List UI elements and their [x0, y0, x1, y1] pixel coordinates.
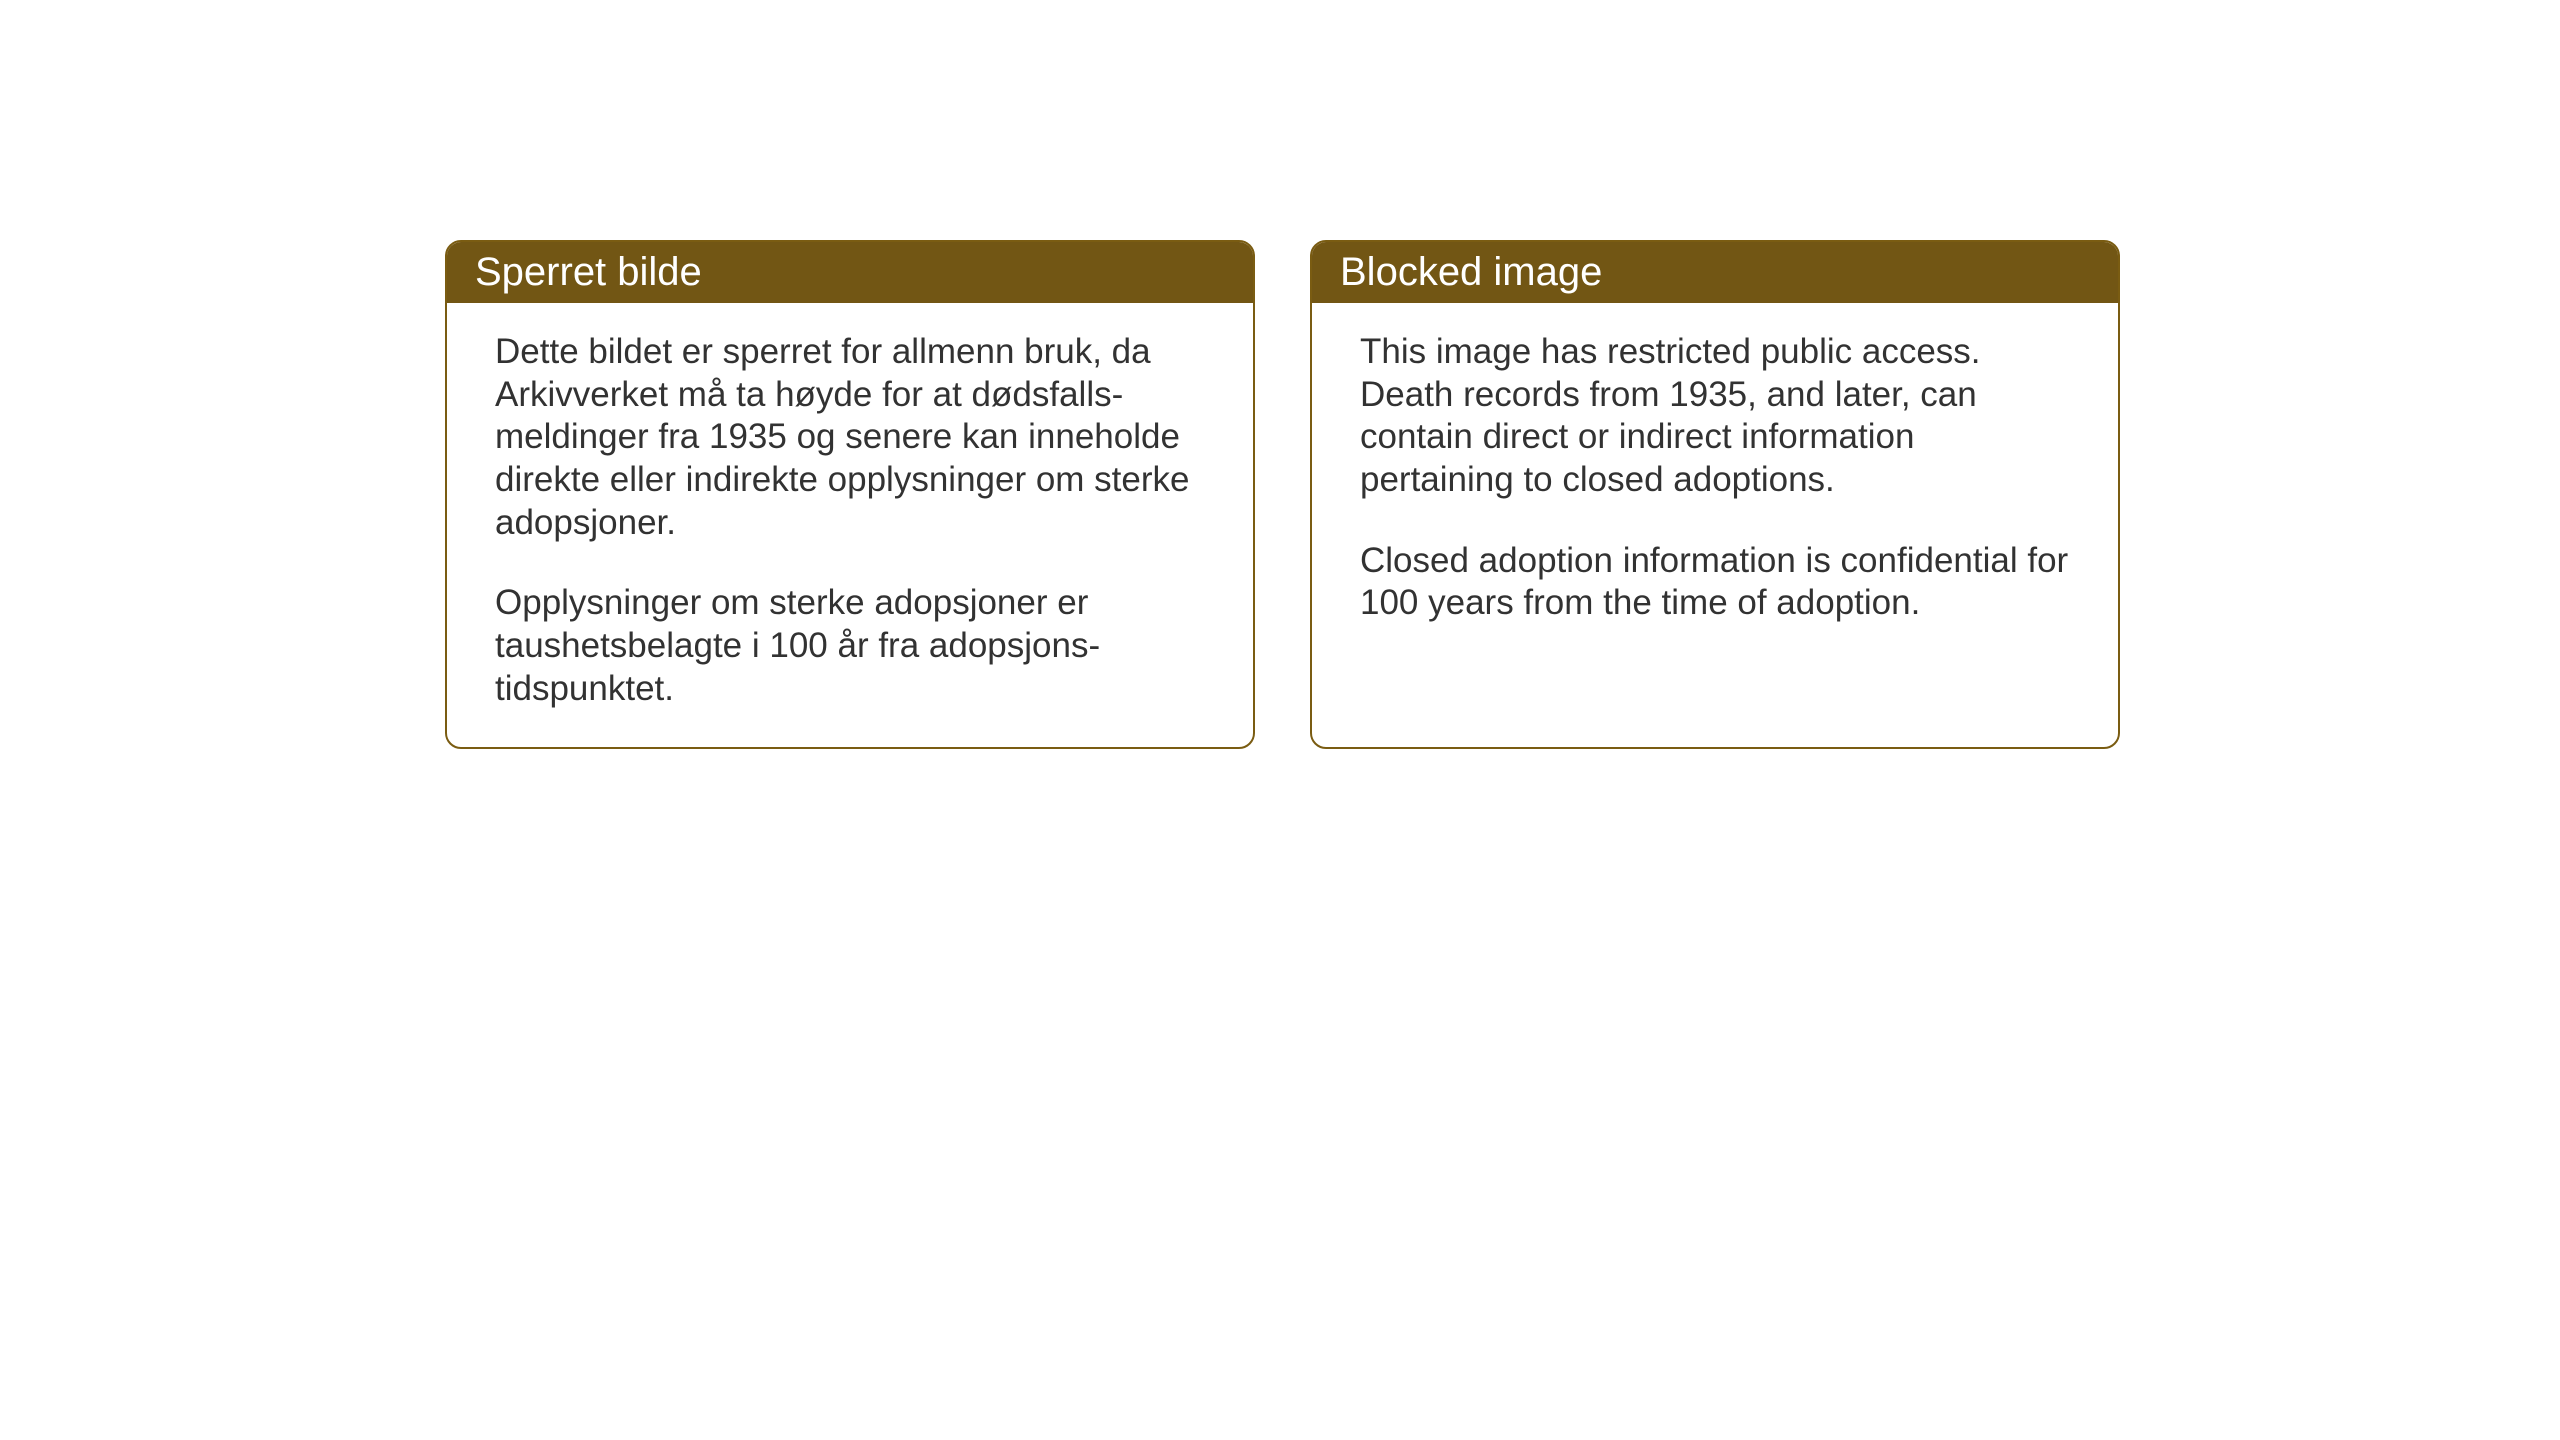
- english-card: Blocked image This image has restricted …: [1310, 240, 2120, 749]
- english-paragraph-1: This image has restricted public access.…: [1360, 331, 2070, 502]
- english-paragraph-2: Closed adoption information is confident…: [1360, 540, 2070, 625]
- cards-container: Sperret bilde Dette bildet er sperret fo…: [445, 240, 2120, 749]
- english-card-header: Blocked image: [1312, 242, 2118, 303]
- norwegian-card-header: Sperret bilde: [447, 242, 1253, 303]
- norwegian-card: Sperret bilde Dette bildet er sperret fo…: [445, 240, 1255, 749]
- norwegian-paragraph-1: Dette bildet er sperret for allmenn bruk…: [495, 331, 1205, 544]
- norwegian-card-body: Dette bildet er sperret for allmenn bruk…: [447, 303, 1253, 747]
- norwegian-card-title: Sperret bilde: [475, 250, 702, 294]
- norwegian-paragraph-2: Opplysninger om sterke adopsjoner er tau…: [495, 582, 1205, 710]
- english-card-title: Blocked image: [1340, 250, 1602, 294]
- english-card-body: This image has restricted public access.…: [1312, 303, 2118, 661]
